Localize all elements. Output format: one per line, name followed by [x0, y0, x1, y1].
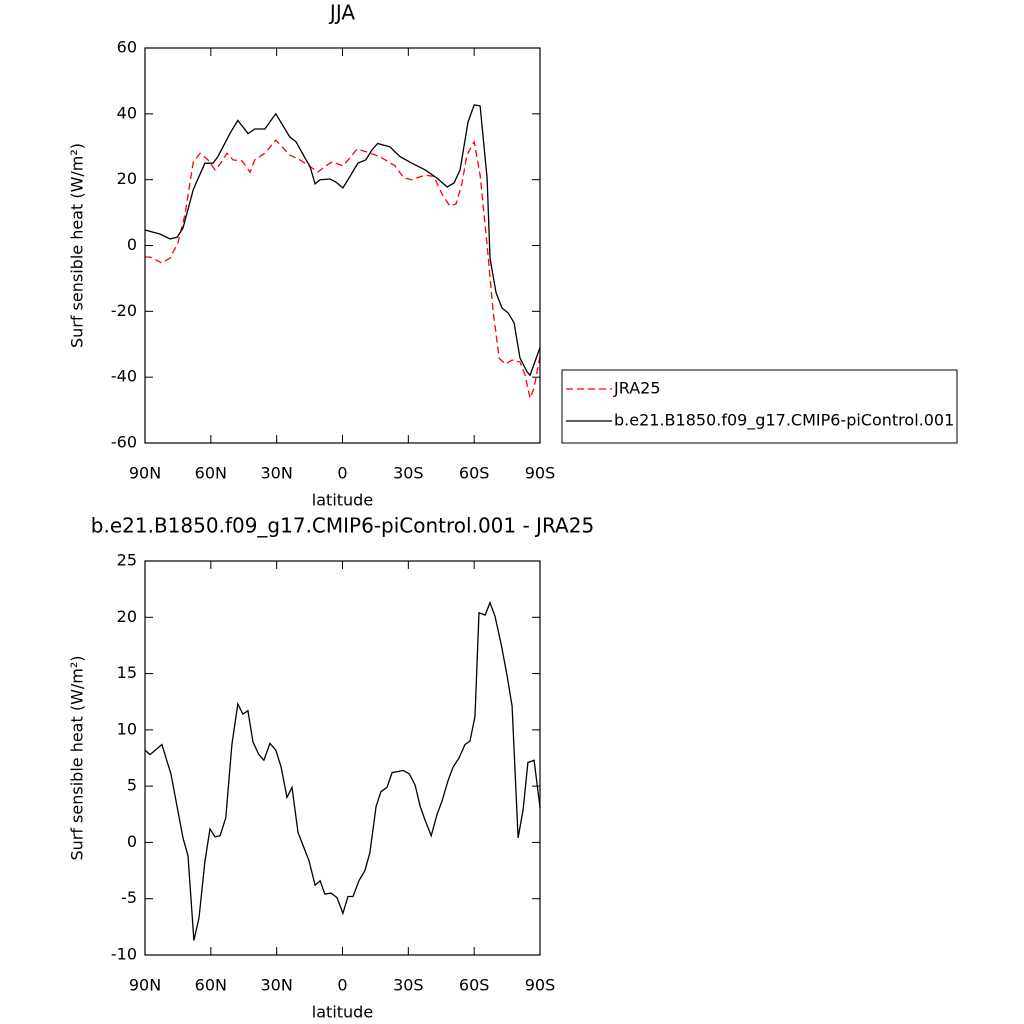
x-tick-label: 0 — [337, 464, 347, 483]
y-tick-label: -40 — [111, 367, 137, 386]
chart-title: b.e21.B1850.f09_g17.CMIP6-piControl.001 … — [91, 514, 594, 538]
x-tick-label: 30S — [393, 976, 424, 995]
x-tick-label: 90N — [129, 976, 161, 995]
data-line — [144, 104, 541, 377]
x-tick-label: 30N — [261, 976, 293, 995]
y-tick-label: 25 — [117, 551, 137, 570]
x-tick-label: 60S — [459, 976, 490, 995]
y-tick-label: 0 — [127, 235, 137, 254]
x-tick-label: 90S — [525, 464, 556, 483]
legend-box — [561, 369, 958, 444]
y-tick-label: 5 — [127, 776, 137, 795]
x-tick-label: 30S — [393, 464, 424, 483]
y-tick-label: 60 — [117, 38, 137, 57]
x-axis-label: latitude — [312, 1003, 373, 1022]
x-tick-label: 30N — [261, 464, 293, 483]
legend-label: JRA25 — [613, 379, 661, 398]
plot-frame — [144, 560, 541, 956]
y-tick-label: 0 — [127, 832, 137, 851]
x-tick-label: 60N — [195, 464, 227, 483]
plot-frame — [144, 47, 541, 444]
legend-label: b.e21.B1850.f09_g17.CMIP6-piControl.001 — [614, 411, 954, 431]
y-tick-label: -5 — [121, 888, 137, 907]
y-tick-label: 15 — [117, 663, 137, 682]
y-axis-label: Surf sensible heat (W/m²) — [68, 143, 87, 348]
y-tick-label: -20 — [111, 301, 137, 320]
y-tick-label: -60 — [111, 433, 137, 452]
y-tick-label: 10 — [117, 719, 137, 738]
chart-title: JJA — [328, 1, 355, 25]
x-tick-label: 60S — [459, 464, 490, 483]
y-tick-label: -10 — [111, 945, 137, 964]
y-tick-label: 20 — [117, 169, 137, 188]
y-axis-label: Surf sensible heat (W/m²) — [68, 655, 87, 860]
y-tick-label: 20 — [117, 607, 137, 626]
x-tick-label: 0 — [337, 976, 347, 995]
x-tick-label: 90N — [129, 464, 161, 483]
y-tick-label: 40 — [117, 103, 137, 122]
data-line — [144, 600, 541, 941]
x-axis-label: latitude — [312, 491, 373, 510]
x-tick-label: 90S — [525, 976, 556, 995]
x-tick-label: 60N — [195, 976, 227, 995]
